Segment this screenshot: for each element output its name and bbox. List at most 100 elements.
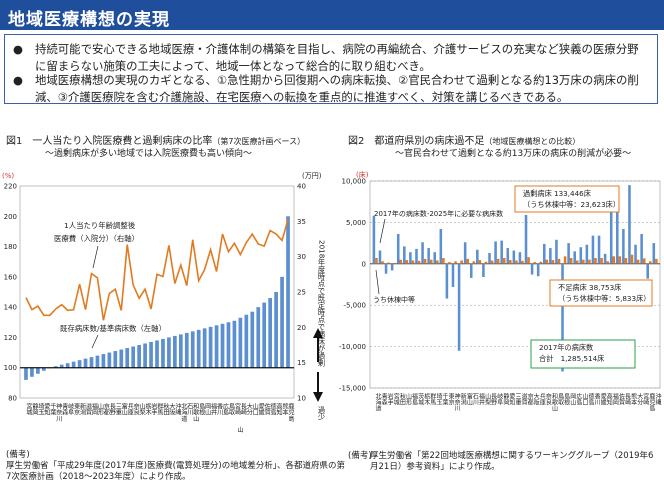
- fig1-cost-line: [25, 218, 289, 321]
- fig2-idle-bar: [569, 258, 573, 264]
- fig2-idle-bar: [423, 258, 427, 264]
- fig1-category-label: 高知: [275, 402, 282, 416]
- fig1-bar: [262, 302, 267, 368]
- fig2-bar: [640, 233, 643, 264]
- fig2-idle-bar: [630, 254, 634, 264]
- fig2-category-label: 福井: [477, 392, 484, 406]
- fig2-bar: [530, 263, 534, 275]
- fig2-category-label: 北海道: [374, 392, 381, 412]
- fig1-bar: [131, 346, 136, 368]
- fig1-category-label: 山梨: [138, 402, 145, 416]
- fig2-bar: [579, 247, 583, 264]
- fig2-category-label: 青森: [380, 392, 387, 406]
- fig1-bar: [125, 348, 130, 368]
- fig2-category-label: 京都: [526, 392, 533, 406]
- fig2-category-label: 岩手: [386, 392, 393, 406]
- fig2-subtitle: ～官民合わせて過剰となる約13万床の病床の削減が必要～: [395, 149, 632, 159]
- fig1-category-label: 島根: [198, 402, 205, 416]
- fig2-y-tick-label: -10,000: [339, 343, 366, 351]
- fig2-annotation-diff-leader: [379, 218, 386, 244]
- fig1-bar: [250, 311, 255, 368]
- fig1-right-tick-label: 20: [297, 324, 306, 332]
- fig2-idle-bar: [551, 260, 555, 264]
- fig2-idle-bar: [533, 262, 536, 264]
- fig1-left-tick-label: 140: [4, 304, 17, 312]
- fig2-bar: [634, 244, 637, 264]
- fig1-category-label: 三重: [114, 403, 121, 416]
- fig2-bar: [469, 263, 473, 278]
- fig2-bar: [603, 253, 607, 264]
- fig2-y-tick-label: 10,000: [342, 178, 367, 186]
- fig2-category-label: 石川: [471, 393, 478, 405]
- page-title: 地域医療構想の実現: [8, 10, 170, 30]
- fig2-idle-bar: [417, 260, 421, 264]
- fig2-category-label: 新潟: [459, 392, 466, 406]
- fig2-category-label: 山口: [581, 392, 588, 406]
- fig2-idle-bar: [502, 258, 506, 264]
- fig1-right-tick-label: 10: [297, 395, 306, 403]
- fig2-idle-bar: [393, 262, 396, 264]
- fig1-category-label: 佐賀: [263, 402, 270, 416]
- fig1-category-label: 大阪: [168, 402, 175, 416]
- fig1-bar: [113, 351, 118, 368]
- fig2-bar: [585, 244, 589, 264]
- fig2-idle-bar: [618, 256, 622, 264]
- fig1-bar: [220, 323, 225, 368]
- fig2-bar: [597, 235, 601, 264]
- fig1-category-label: 大分: [245, 402, 252, 416]
- fig1-bar: [173, 335, 177, 368]
- fig2-idle-bar: [557, 258, 561, 264]
- fig2-category-label: 香川: [593, 392, 600, 405]
- fig1-bar: [89, 357, 94, 368]
- fig1-bar: [184, 332, 189, 368]
- fig1-note: 厚生労働省「平成29年度(2017年度)医療費(電算処理分)の地域差分析」、各都…: [6, 461, 345, 482]
- fig2-category-label: 愛知: [508, 392, 515, 406]
- fig2-category-label: 山梨: [484, 392, 491, 406]
- fig1-bar: [161, 338, 165, 368]
- fig2-category-label: 愛媛: [599, 392, 606, 406]
- fig2-category-label: 東京: [447, 392, 454, 406]
- fig2-legend-box-title: 不足病床 38,753床: [558, 283, 621, 292]
- fig2-category-label: 埼玉: [435, 392, 442, 405]
- fig1-annotation-cost-line1: 1人当たり年齢調整後: [64, 221, 136, 230]
- fig2-idle-bar: [588, 259, 591, 264]
- fig1-title-main: 図1 一人当たり入院医療費と過剰病床の比率: [6, 136, 213, 147]
- fig2-category-label: 福岡: [611, 392, 618, 406]
- fig1-bar: [59, 364, 64, 368]
- fig2-annotation-idle-leader: [375, 269, 380, 295]
- fig2-bar: [609, 210, 613, 264]
- fig1-title-note: （第7次医療計画ベース）: [212, 137, 306, 146]
- fig1-bar: [238, 317, 243, 368]
- fig1-bar: [95, 355, 100, 368]
- fig1-bar: [226, 322, 231, 368]
- fig2-idle-bar: [642, 258, 646, 264]
- fig1-bar: [30, 367, 34, 377]
- fig1-bar: [280, 276, 284, 368]
- fig1-category-label: 沖縄: [174, 402, 181, 415]
- fig2-bar: [372, 215, 376, 264]
- fig2-category-label: 鳥取: [557, 392, 564, 406]
- fig2-idle-bar: [472, 261, 476, 264]
- fig2-bar: [451, 263, 455, 287]
- fig2-category-label: 山形: [404, 392, 411, 406]
- fig2-category-label: 大阪: [532, 392, 539, 406]
- fig1-category-label: 京都: [102, 402, 109, 416]
- fig2-bar: [616, 211, 619, 264]
- fig2-bar: [628, 185, 631, 264]
- bullet-item: ● 持続可能で安心できる地域医療・介護体制の構築を目指し、病院の再編統合、介護サ…: [13, 41, 649, 75]
- fig2-category-label: 島根: [563, 392, 570, 406]
- fig1-bar: [202, 328, 207, 368]
- fig1-bar: [214, 325, 219, 368]
- fig2-bar: [652, 243, 656, 264]
- fig1-bar: [36, 367, 40, 374]
- fig2-idle-bar: [442, 258, 445, 264]
- fig2-category-label: 鹿児島: [648, 392, 655, 412]
- fig2-idle-bar: [496, 258, 500, 264]
- fig2-bar: [500, 240, 503, 264]
- fig1-category-label: 広島: [222, 402, 229, 416]
- fig2-category-label: 広島: [575, 392, 582, 406]
- fig2-idle-bar: [381, 261, 384, 264]
- fig2-bar: [549, 248, 552, 264]
- fig2-idle-bar: [460, 260, 463, 264]
